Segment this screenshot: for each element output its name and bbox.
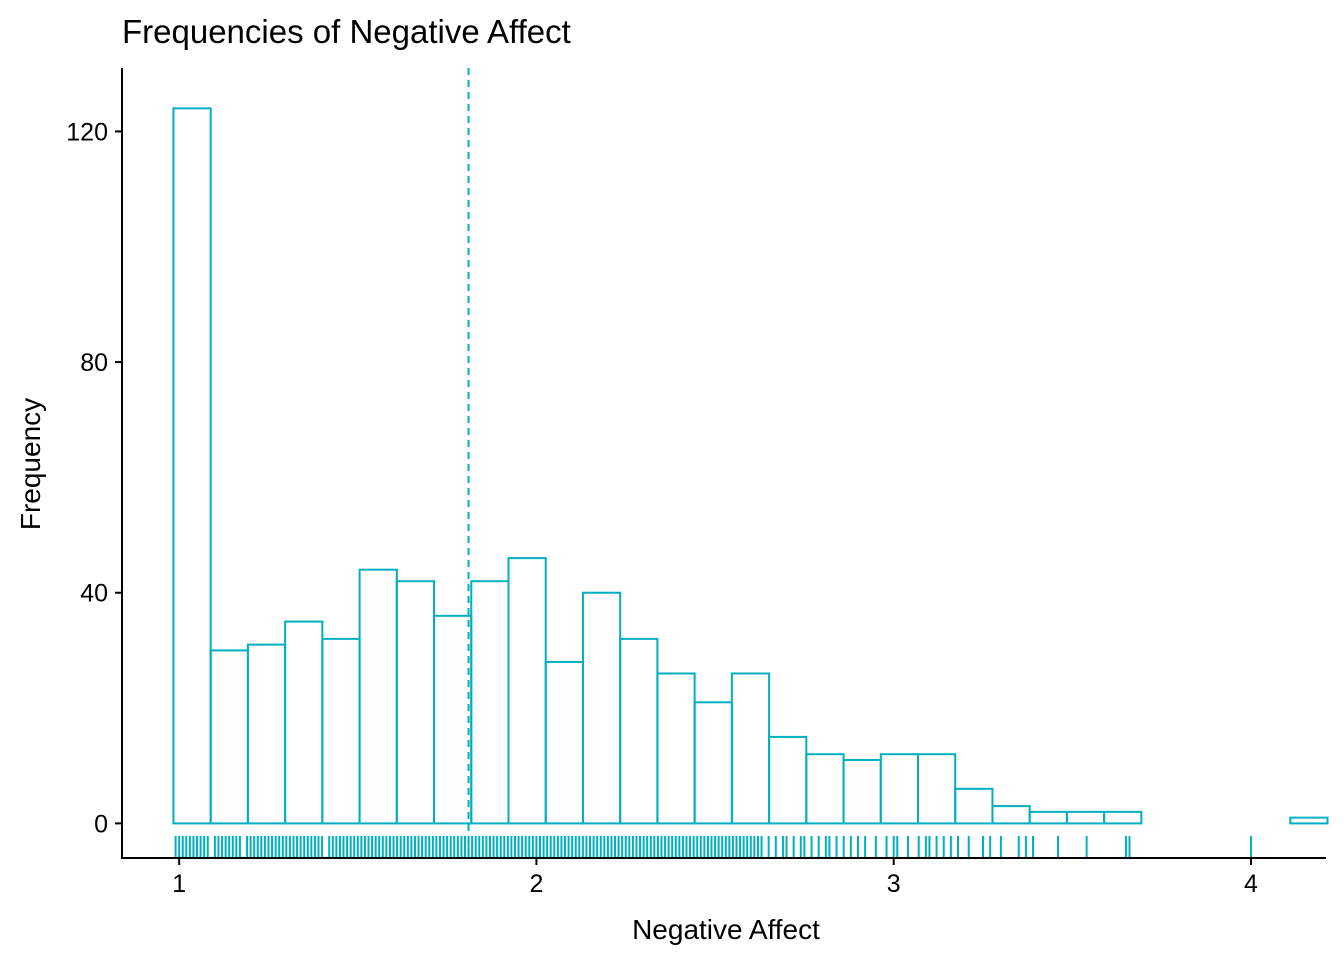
y-axis-ticks: 0 40 80 120	[66, 118, 122, 838]
histogram-bar	[805, 753, 845, 825]
histogram-bar	[395, 580, 436, 825]
histogram-bar	[879, 753, 919, 825]
histogram-bars	[172, 107, 1329, 825]
chart-title: Frequencies of Negative Affect	[122, 13, 571, 50]
histogram-bar	[507, 557, 547, 825]
y-axis-title: Frequency	[15, 398, 46, 530]
histogram-bar	[284, 620, 324, 825]
histogram-bar	[1065, 810, 1106, 825]
histogram-bar	[693, 701, 733, 825]
histogram-bar	[656, 672, 696, 825]
histogram-bar	[433, 614, 473, 825]
histogram-bar	[544, 660, 584, 825]
histogram-bar	[1103, 810, 1143, 825]
x-axis-title: Negative Affect	[632, 914, 820, 945]
histogram-bar	[730, 672, 771, 825]
histogram-bar	[321, 637, 361, 825]
y-tick-label: 0	[94, 810, 108, 838]
histogram-bar	[209, 649, 249, 825]
x-tick-label: 4	[1244, 870, 1258, 898]
rug-marks	[174, 836, 1252, 857]
histogram-bar	[358, 568, 398, 825]
y-tick-label: 80	[80, 349, 108, 377]
y-tick-label: 40	[80, 580, 108, 608]
histogram-bar	[1289, 816, 1329, 825]
y-tick-label: 120	[66, 118, 108, 146]
histogram-bar	[246, 643, 287, 825]
histogram-bar	[172, 107, 212, 825]
x-axis-ticks: 1 2 3 4	[172, 858, 1258, 898]
histogram-bar	[991, 805, 1031, 825]
histogram-bar	[916, 753, 957, 825]
histogram-bar	[1028, 810, 1068, 825]
histogram-bar	[768, 735, 808, 825]
x-tick-label: 3	[887, 870, 901, 898]
histogram-bar	[470, 580, 510, 825]
histogram-bar	[581, 591, 622, 825]
x-tick-label: 1	[172, 870, 186, 898]
x-tick-label: 2	[529, 870, 543, 898]
histogram-bar	[954, 787, 994, 825]
histogram-bar	[619, 637, 659, 825]
histogram-bar	[842, 758, 882, 825]
